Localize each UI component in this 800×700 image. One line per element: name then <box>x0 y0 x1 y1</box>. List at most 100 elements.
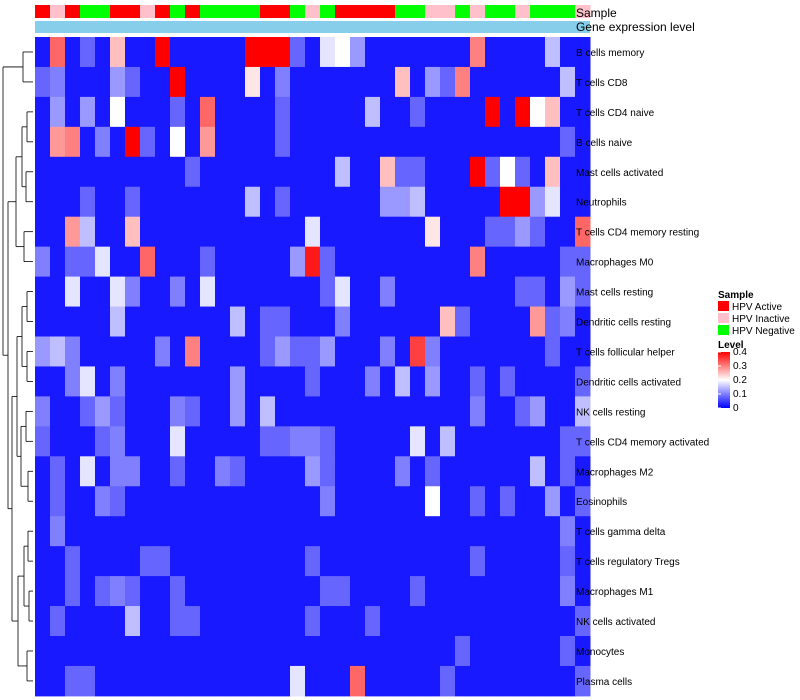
heatmap-cell <box>245 426 261 457</box>
heatmap-cell <box>140 636 156 667</box>
heatmap-cell <box>545 156 561 188</box>
heatmap-cell <box>200 96 216 128</box>
level-legend-title: Level <box>718 340 744 351</box>
heatmap-cell <box>410 246 426 278</box>
heatmap-cell <box>95 216 111 248</box>
heatmap-cell <box>470 336 486 367</box>
heatmap-cell <box>245 486 261 517</box>
heatmap-cell <box>80 516 96 547</box>
heatmap-cell <box>125 306 141 337</box>
sample-annotation-cell <box>560 5 576 18</box>
sample-annotation-cell <box>575 5 591 18</box>
heatmap-cell <box>275 665 291 697</box>
heatmap-cell <box>545 66 561 98</box>
heatmap-cell <box>350 426 366 457</box>
heatmap-cell <box>260 37 276 68</box>
heatmap-cell <box>320 126 336 158</box>
heatmap-cell <box>140 306 156 337</box>
heatmap-cell <box>200 276 216 308</box>
heatmap-cell <box>80 156 96 188</box>
sample-annotation-cell <box>185 5 201 18</box>
heatmap-cell <box>485 636 501 667</box>
heatmap-cell <box>155 276 171 308</box>
heatmap-cell <box>515 246 531 278</box>
heatmap-cell <box>155 306 171 337</box>
heatmap-cell <box>470 546 486 577</box>
heatmap-cell <box>200 426 216 457</box>
heatmap-cell <box>515 665 531 697</box>
heatmap-cell <box>110 396 126 427</box>
heatmap-cell <box>395 66 411 98</box>
heatmap-cell <box>560 336 576 367</box>
heatmap-cell <box>545 576 561 607</box>
heatmap-cell <box>80 606 96 637</box>
heatmap-cell <box>185 606 201 637</box>
heatmap-cell <box>350 276 366 308</box>
heatmap-cell <box>425 636 441 667</box>
heatmap-cell <box>530 426 546 457</box>
heatmap-cell <box>245 606 261 637</box>
heatmap-cell <box>500 546 516 577</box>
heatmap-cell <box>125 37 141 68</box>
heatmap-cell <box>50 37 66 68</box>
heatmap-cell <box>245 366 261 397</box>
heatmap-cell <box>500 576 516 607</box>
heatmap-cell <box>365 456 381 487</box>
heatmap-cell <box>530 636 546 667</box>
heatmap-cell <box>305 276 321 308</box>
heatmap-cell <box>455 156 471 188</box>
heatmap-cell <box>425 336 441 367</box>
heatmap-cell <box>245 576 261 607</box>
heatmap-cell <box>560 96 576 128</box>
heatmap-cell <box>455 456 471 487</box>
row-label-mast-cells-resting: Mast cells resting <box>576 288 653 299</box>
heatmap-cell <box>215 96 231 128</box>
heatmap-cell <box>200 126 216 158</box>
heatmap-cell <box>215 306 231 337</box>
sample-annotation-cell <box>305 5 321 18</box>
heatmap-cell <box>335 306 351 337</box>
heatmap-cell <box>515 37 531 68</box>
heatmap-cell <box>155 186 171 218</box>
heatmap-cell <box>440 156 456 188</box>
heatmap-cell <box>200 186 216 218</box>
heatmap-cell <box>485 486 501 517</box>
heatmap-cell <box>35 336 51 367</box>
heatmap-cell <box>245 306 261 337</box>
heatmap-cell <box>185 246 201 278</box>
sample-annotation-cell <box>545 5 561 18</box>
heatmap-cell <box>50 276 66 308</box>
heatmap-cell <box>335 636 351 667</box>
heatmap-cell <box>350 486 366 517</box>
heatmap-cell <box>320 516 336 547</box>
heatmap-cell <box>545 606 561 637</box>
heatmap-cell <box>245 336 261 367</box>
heatmap-cell <box>440 216 456 248</box>
heatmap-cell <box>110 336 126 367</box>
heatmap-cell <box>455 636 471 667</box>
heatmap-cell <box>215 276 231 308</box>
heatmap-cell <box>350 456 366 487</box>
heatmap-cell <box>275 66 291 98</box>
heatmap-cell <box>380 426 396 457</box>
heatmap-cell <box>110 156 126 188</box>
heatmap-cell <box>305 336 321 367</box>
heatmap-cell <box>545 636 561 667</box>
heatmap-cell <box>230 665 246 697</box>
heatmap-cell <box>95 37 111 68</box>
heatmap-cell <box>80 456 96 487</box>
heatmap-cell <box>290 37 306 68</box>
heatmap-cell <box>350 636 366 667</box>
heatmap-cell <box>560 156 576 188</box>
heatmap-cell <box>350 306 366 337</box>
row-label-b-cells-memory: B cells memory <box>576 48 644 59</box>
heatmap-cell <box>410 96 426 128</box>
heatmap-cell <box>245 186 261 218</box>
heatmap-cell <box>65 606 81 637</box>
heatmap-cell <box>185 306 201 337</box>
heatmap-cell <box>560 456 576 487</box>
heatmap-cell <box>260 336 276 367</box>
heatmap-cell <box>95 486 111 517</box>
legend-label-hpv-inactive: HPV Inactive <box>732 314 790 325</box>
row-label-macrophages-m2: Macrophages M2 <box>576 467 654 478</box>
